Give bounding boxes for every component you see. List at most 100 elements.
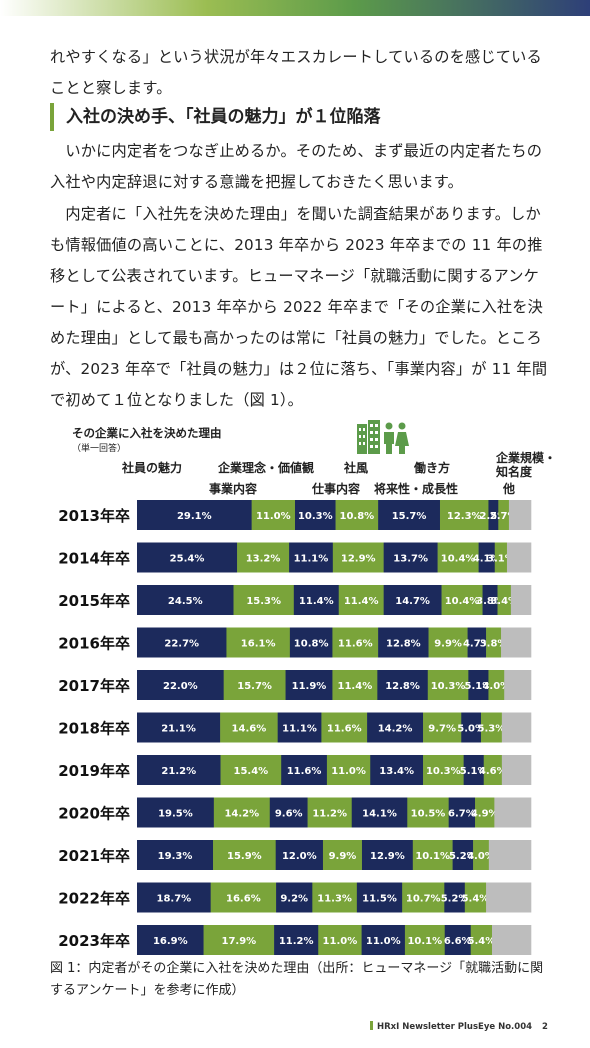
data-label: 15.3% [246, 596, 281, 607]
bar-segment [494, 542, 508, 573]
bar-segment [467, 627, 487, 658]
bar-segment [351, 797, 408, 828]
bar-segment [137, 712, 221, 743]
footer-accent-bar [370, 1021, 373, 1030]
bar-segment [356, 882, 403, 913]
bar-segment [378, 500, 441, 530]
bar-segment [322, 840, 363, 870]
bar-segment [464, 882, 487, 913]
data-label: 22.7% [164, 639, 199, 650]
data-label: 11.0% [323, 936, 358, 947]
data-label: 9.6% [275, 809, 303, 820]
footer-publication: HRxI Newsletter PlusEye No.004 [377, 1022, 533, 1032]
data-label: 11.9% [292, 681, 327, 692]
bar-segment [510, 585, 532, 615]
data-label: 3.4% [490, 596, 518, 607]
data-label: 9.7% [428, 724, 456, 735]
bar-segment [361, 925, 406, 955]
bar-segment [412, 840, 453, 870]
data-label: 15.7% [392, 511, 427, 522]
bar-segment [361, 840, 414, 870]
bar-segment [444, 925, 472, 955]
data-label: 5.2% [441, 894, 469, 905]
data-label: 29.1% [177, 511, 212, 522]
year-label: 2021年卒 [58, 847, 130, 865]
data-label: 3.8% [476, 596, 504, 607]
data-label: 10.7% [406, 894, 441, 905]
data-label: 15.4% [234, 766, 269, 777]
section-heading: 入社の決め手、「社員の魅力」が１位陥落 [50, 103, 381, 131]
bar-segment [203, 925, 275, 955]
bar-segment [478, 542, 496, 573]
body-paragraph-2: いかに内定者をつなぎ止めるか。そのため、まず最近の内定者たちの入社や内定辞退に対… [50, 142, 543, 191]
bar-segment [137, 500, 252, 530]
year-label: 2023年卒 [58, 932, 130, 950]
bar-segment [213, 797, 271, 828]
bar-segment [402, 882, 445, 913]
data-label: 12.9% [370, 851, 405, 862]
data-label: 17.9% [221, 936, 256, 947]
bar-segment [470, 925, 493, 955]
body-paragraph-1: れやすくなる」という状況が年々エスカレートしているのを感じていることと察します。 [50, 48, 542, 97]
bar-segment [220, 755, 282, 785]
data-label: 10.5% [411, 809, 446, 820]
data-label: 4.0% [467, 851, 495, 862]
legend-label: 働き方 [413, 460, 450, 475]
bar-segment [407, 797, 449, 828]
legend-label: 企業理念・価値観 [217, 460, 314, 475]
bar-segment [480, 712, 503, 743]
data-label: 3.8% [480, 639, 508, 650]
bar-segment [293, 585, 340, 615]
data-label: 11.4% [299, 596, 334, 607]
data-label: 13.7% [393, 554, 428, 565]
data-label: 15.7% [237, 681, 272, 692]
data-label: 10.4% [445, 596, 480, 607]
bar-segment [318, 925, 362, 955]
bar-segment [423, 755, 464, 785]
data-label: 13.4% [379, 766, 414, 777]
bar-segment [486, 882, 532, 913]
data-label: 14.2% [224, 809, 259, 820]
bar-segment [377, 670, 429, 700]
legend-label: 知名度 [495, 464, 533, 479]
data-label: 14.2% [378, 724, 413, 735]
bar-segment [307, 797, 353, 828]
bar-segment [220, 712, 278, 743]
data-label: 10.1% [415, 851, 450, 862]
bar-segment [486, 627, 502, 658]
year-label: 2016年卒 [58, 635, 130, 653]
data-label: 11.1% [282, 724, 317, 735]
bar-segment [274, 925, 319, 955]
bar-segment [501, 712, 532, 743]
bar-segment [237, 542, 290, 573]
bar-segment [488, 840, 532, 870]
data-label: 11.3% [317, 894, 352, 905]
bar-segment [491, 925, 532, 955]
data-label: 11.4% [338, 681, 373, 692]
chart-subtitle: （単一回答） [72, 444, 127, 454]
data-label: 25.4% [170, 554, 205, 565]
data-label: 12.0% [282, 851, 317, 862]
bar-segment [483, 755, 503, 785]
office-building-and-people-icon [355, 418, 411, 456]
data-label: 3.1% [487, 554, 515, 565]
year-label: 2014年卒 [58, 550, 130, 568]
bar-segment [332, 542, 384, 573]
data-label: 2.7% [490, 511, 518, 522]
data-label: 13.2% [246, 554, 281, 565]
data-label: 11.6% [287, 766, 322, 777]
bar-segment [223, 670, 286, 700]
year-label: 2018年卒 [58, 720, 130, 738]
bar-segment [439, 500, 489, 530]
data-label: 4.1% [473, 554, 501, 565]
bar-segment [289, 627, 333, 658]
bar-segment [275, 840, 324, 870]
data-label: 10.8% [340, 511, 375, 522]
data-label: 11.4% [344, 596, 379, 607]
data-label: 4.6% [479, 766, 507, 777]
data-label: 14.1% [362, 809, 397, 820]
bar-segment [475, 797, 495, 828]
bar-segment [137, 755, 221, 785]
bar-segment [367, 712, 424, 743]
